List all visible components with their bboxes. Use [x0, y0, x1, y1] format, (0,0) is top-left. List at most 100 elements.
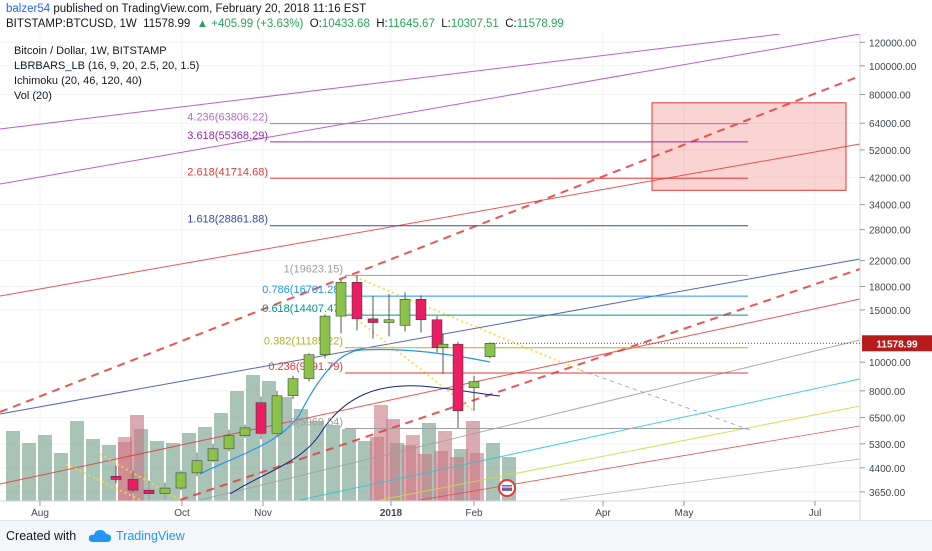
last-price-badge: [862, 335, 932, 352]
target-box: [651, 102, 847, 191]
trendline: [0, 33, 781, 130]
time-axis[interactable]: Aug Oct Nov 2018 Feb Apr May Jul: [31, 501, 821, 519]
price-tick-label: 6500.00: [869, 414, 906, 425]
last-price-label: 11578.99: [876, 339, 918, 350]
volume-bar: [70, 421, 84, 501]
price-chart[interactable]: 4.236(63806.22) 3.618(55368.29) 2.618(4171…: [0, 33, 932, 520]
footer-bar: Created with TradingView: [0, 520, 932, 551]
candle-body: [351, 282, 363, 320]
open-label: O:: [309, 18, 322, 30]
candle-body: [468, 381, 480, 388]
price-tick-label: 15000.00: [869, 306, 911, 317]
last-price: 11578.99: [143, 18, 191, 30]
fib-level-label: 0.618(14407.47): [262, 303, 343, 315]
volume-bar: [246, 375, 260, 501]
close-label: C:: [505, 18, 517, 30]
candle-body: [335, 282, 347, 317]
candle-body: [223, 435, 235, 450]
created-with-label: Created with: [6, 529, 77, 543]
time-tick-label: Oct: [174, 508, 190, 519]
trendline: [299, 378, 861, 501]
price-tick-label: 10000.00: [869, 358, 911, 369]
fib-level-label: 0(5969.54): [290, 417, 343, 429]
volume-bar: [418, 454, 432, 501]
candle-body: [431, 319, 443, 348]
volume-bar: [434, 451, 448, 501]
low-label: L:: [441, 18, 451, 30]
trendline: [0, 33, 861, 185]
volume-bar: [370, 437, 384, 501]
trendline: [559, 458, 861, 501]
trendline: [0, 258, 861, 415]
events-flag-icon[interactable]: [498, 479, 516, 497]
candle-body: [399, 299, 411, 326]
candle-body: [159, 487, 171, 494]
candle-body: [175, 472, 187, 489]
candle-body: [437, 343, 449, 348]
publish-header: balzer54 published on TradingView.com, F…: [0, 0, 932, 34]
trendline: [199, 339, 861, 501]
trendline: [379, 405, 861, 501]
candle-body: [415, 299, 427, 321]
fib-level-label: 4.236(63806.22): [187, 112, 268, 124]
fib-level-label: 2.618(41714.68): [187, 166, 268, 178]
volume-bar: [450, 457, 464, 501]
price-tick-label: 120000.00: [869, 38, 917, 49]
time-tick-label: May: [675, 508, 694, 519]
volume-bar: [86, 439, 100, 501]
candle-body: [255, 402, 267, 434]
price-axis[interactable]: 120000.00 100000.00 80000.00 64000.00 52000.…: [490, 38, 932, 499]
candles-layer: [110, 275, 496, 501]
volume-bar: [342, 429, 356, 501]
trendline: [179, 268, 861, 501]
legend-indicator-volume: Vol (20): [14, 90, 52, 102]
open-value: 10433.68: [321, 18, 370, 30]
time-tick-label: Nov: [254, 508, 272, 519]
trendline: [65, 463, 141, 501]
ichimoku-line: [199, 348, 491, 475]
fib-level-label: 1.618(28861.88): [187, 214, 268, 226]
legend: Bitcoin / Dollar, 1W, BITSTAMP LBRBARS_L…: [14, 45, 199, 102]
trendline: [0, 298, 861, 485]
tradingview-cloud-icon[interactable]: [88, 528, 112, 544]
chart-area[interactable]: 4.236(63806.22) 3.618(55368.29) 2.618(4171…: [0, 33, 932, 520]
author-link[interactable]: balzer54: [6, 3, 51, 15]
volume-bar: [54, 453, 68, 501]
trendlines-layer: [0, 33, 861, 501]
publish-line: balzer54 published on TradingView.com, F…: [6, 3, 366, 15]
symbol-label: BITSTAMP:BTCUSD, 1W: [6, 18, 137, 30]
legend-title: Bitcoin / Dollar, 1W, BITSTAMP: [14, 45, 167, 57]
time-tick-label: Jul: [809, 508, 822, 519]
fib-level-label: 1(19623.15): [284, 263, 343, 275]
candle-body: [287, 378, 299, 397]
candle-body: [191, 460, 203, 474]
candle-body: [127, 479, 139, 491]
candle-body: [207, 448, 219, 461]
time-tick-label: Feb: [465, 508, 483, 519]
volume-bar: [214, 413, 228, 501]
tradingview-brand-link[interactable]: TradingView: [116, 529, 185, 543]
price-tick-label: 34000.00: [869, 201, 911, 212]
price-tick-label: 42000.00: [869, 173, 911, 184]
candle-body: [319, 315, 331, 355]
volume-bar: [402, 445, 416, 501]
volume-bar: [38, 435, 52, 501]
volume-bar: [326, 425, 340, 501]
volume-bar: [22, 443, 36, 501]
trendline: [0, 143, 861, 297]
ohlc-line: BITSTAMP:BTCUSD, 1W 11578.99 ▲ +405.99 (…: [6, 18, 564, 30]
time-tick-label: Apr: [595, 508, 611, 519]
trendline: [579, 369, 751, 431]
high-label: H:: [376, 18, 388, 30]
price-tick-label: 28000.00: [869, 226, 911, 237]
trendline: [354, 276, 581, 371]
time-tick-label: Aug: [31, 508, 49, 519]
volume-bar: [102, 445, 116, 501]
legend-indicator-lbrbars: LBRBARS_LB (16, 9, 20, 2.5, 20, 1.5): [14, 60, 199, 72]
price-tick-label: 64000.00: [869, 119, 911, 130]
price-tick-label: 3650.00: [869, 488, 906, 499]
high-value: 11645.67: [387, 18, 435, 30]
time-tick-label: 2018: [380, 508, 403, 519]
volume-bar: [230, 391, 244, 501]
candle-body: [271, 395, 283, 434]
